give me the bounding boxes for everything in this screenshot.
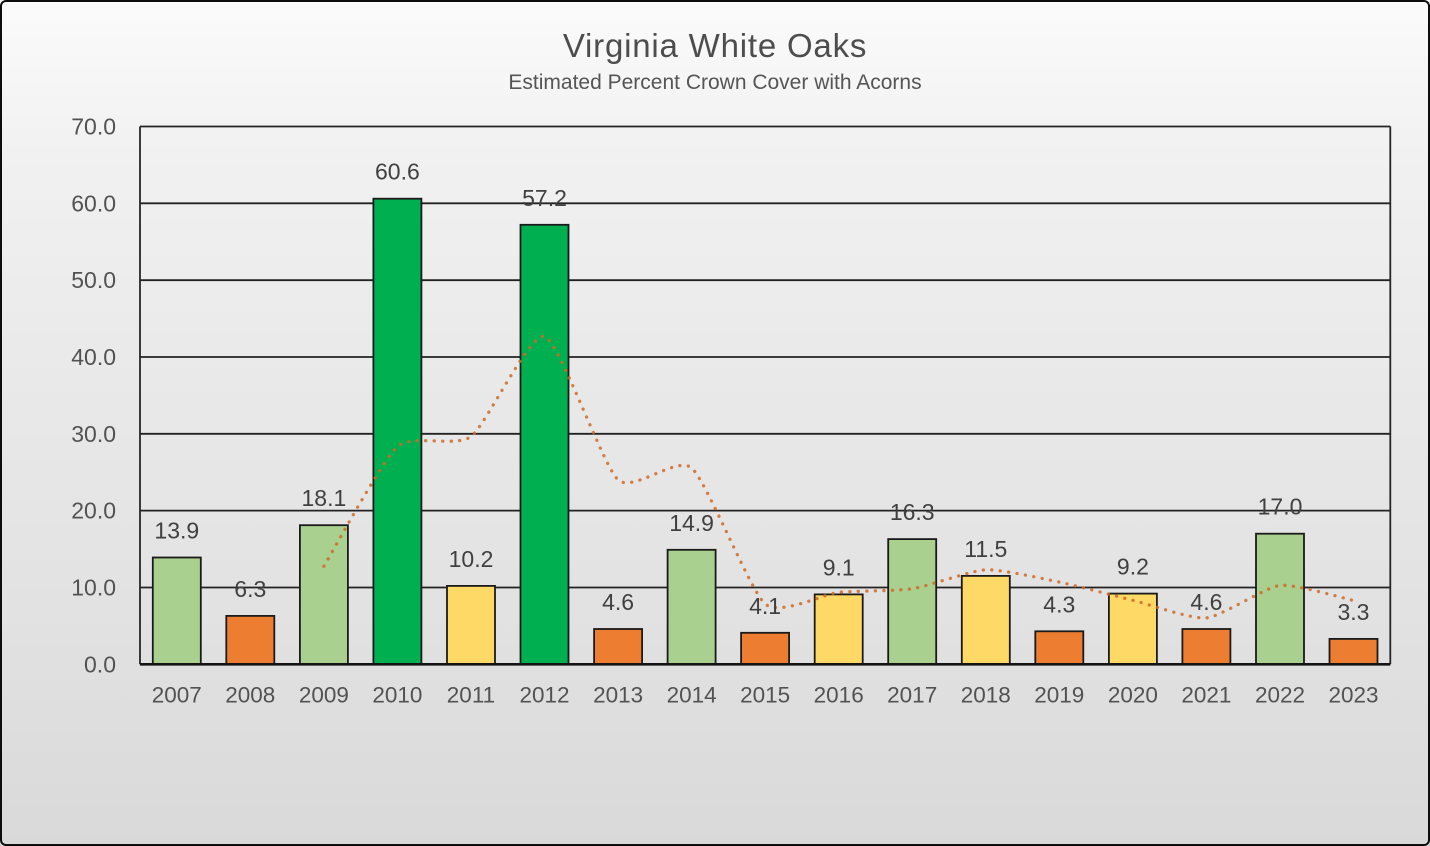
svg-text:9.2: 9.2	[1117, 554, 1149, 580]
svg-text:4.1: 4.1	[749, 593, 781, 619]
svg-text:50.0: 50.0	[71, 267, 116, 293]
svg-text:2016: 2016	[814, 683, 864, 708]
svg-text:2019: 2019	[1034, 683, 1084, 708]
svg-text:2008: 2008	[225, 683, 275, 708]
svg-text:2017: 2017	[887, 683, 937, 708]
svg-text:60.0: 60.0	[71, 190, 116, 216]
svg-text:2021: 2021	[1181, 683, 1231, 708]
svg-text:4.3: 4.3	[1043, 591, 1075, 617]
svg-text:2014: 2014	[667, 683, 717, 708]
svg-text:60.6: 60.6	[375, 159, 420, 185]
svg-text:Estimated Percent Crown Cover: Estimated Percent Crown Cover with Acorn…	[508, 71, 921, 94]
svg-text:2012: 2012	[519, 683, 569, 708]
svg-text:4.6: 4.6	[602, 589, 634, 615]
svg-text:2022: 2022	[1255, 683, 1305, 708]
svg-text:2013: 2013	[593, 683, 643, 708]
svg-text:16.3: 16.3	[890, 499, 935, 525]
svg-text:2011: 2011	[447, 683, 495, 708]
svg-text:6.3: 6.3	[234, 576, 266, 602]
svg-text:20.0: 20.0	[71, 498, 116, 524]
svg-text:18.1: 18.1	[302, 485, 347, 511]
svg-text:2010: 2010	[372, 683, 422, 708]
svg-text:14.9: 14.9	[669, 510, 714, 536]
svg-text:70.0: 70.0	[71, 114, 116, 140]
svg-text:2015: 2015	[740, 683, 790, 708]
svg-text:2018: 2018	[961, 683, 1011, 708]
svg-text:Virginia White Oaks: Virginia White Oaks	[563, 27, 867, 64]
svg-text:13.9: 13.9	[154, 518, 199, 544]
svg-text:57.2: 57.2	[522, 185, 567, 211]
svg-text:9.1: 9.1	[823, 554, 855, 580]
svg-text:17.0: 17.0	[1258, 494, 1303, 520]
svg-text:10.0: 10.0	[71, 575, 116, 601]
svg-text:2023: 2023	[1328, 683, 1378, 708]
svg-text:2020: 2020	[1108, 683, 1158, 708]
svg-text:4.6: 4.6	[1190, 589, 1222, 615]
svg-text:11.5: 11.5	[964, 536, 1007, 562]
svg-text:30.0: 30.0	[71, 421, 116, 447]
svg-text:2009: 2009	[299, 683, 349, 708]
svg-text:2007: 2007	[152, 683, 202, 708]
svg-text:0.0: 0.0	[84, 651, 116, 677]
svg-text:40.0: 40.0	[71, 344, 116, 370]
svg-text:10.2: 10.2	[449, 546, 494, 572]
svg-text:3.3: 3.3	[1338, 599, 1370, 625]
